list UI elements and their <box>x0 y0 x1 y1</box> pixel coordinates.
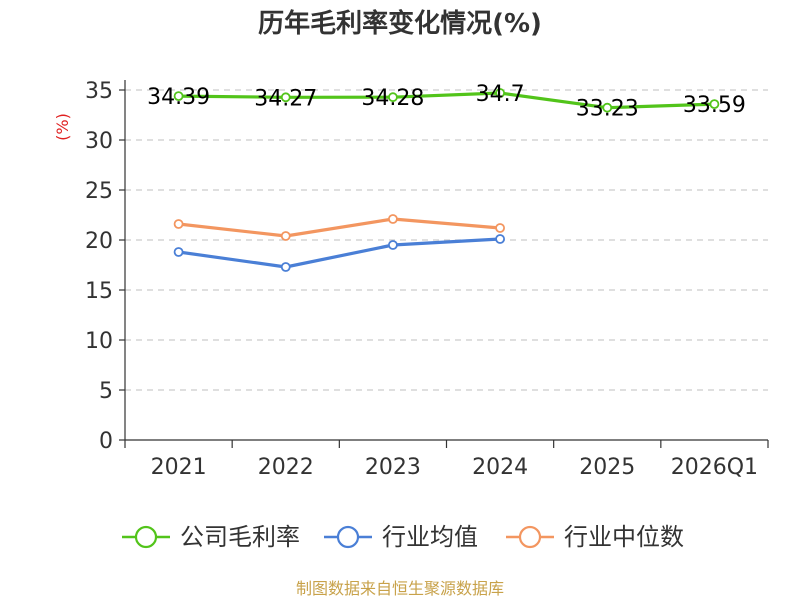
series-line-0 <box>178 91 715 110</box>
legend-marker[interactable] <box>518 525 542 549</box>
legend: 公司毛利率 行业均值 行业中位数 <box>122 523 684 551</box>
x-tick-label: 2023 <box>365 455 421 480</box>
x-tick-label: 2021 <box>151 455 207 480</box>
data-point[interactable] <box>280 92 291 103</box>
series-layer <box>173 88 720 272</box>
data-point[interactable] <box>495 223 505 233</box>
legend-label[interactable]: 行业中位数 <box>564 523 684 551</box>
y-tick-label: 25 <box>85 179 113 204</box>
x-tick-label: 2025 <box>579 455 635 480</box>
chart-title: 历年毛利率变化情况(%) <box>258 8 542 39</box>
y-tick-label: 10 <box>85 329 113 354</box>
data-label: 34.7 <box>476 82 525 107</box>
data-point[interactable] <box>602 102 613 113</box>
data-point[interactable] <box>280 231 291 241</box>
data-point[interactable] <box>173 91 184 101</box>
data-label: 34.39 <box>147 85 210 110</box>
series-line-2 <box>178 217 501 238</box>
x-tick-label: 2022 <box>258 455 314 480</box>
data-labels: 34.39 34.27 34.28 34.7 33.23 33.59 <box>147 82 746 122</box>
data-point[interactable] <box>388 214 398 224</box>
data-point[interactable] <box>388 240 398 250</box>
legend-label[interactable]: 行业均值 <box>382 523 478 551</box>
data-label: 33.23 <box>576 97 639 122</box>
source-footer: 制图数据来自恒生聚源数据库 <box>296 579 504 598</box>
data-label: 33.59 <box>683 93 746 118</box>
data-point[interactable] <box>280 262 291 272</box>
legend-marker[interactable] <box>134 525 158 549</box>
grid <box>125 89 768 391</box>
y-tick-label: 0 <box>99 429 113 454</box>
y-tick-label: 35 <box>85 79 113 104</box>
y-axis-label: (%) <box>53 113 72 141</box>
data-point[interactable] <box>709 99 720 109</box>
data-point[interactable] <box>173 219 184 229</box>
y-tick-label: 30 <box>85 129 113 154</box>
y-tick-label: 15 <box>85 279 113 304</box>
y-tick-label: 20 <box>85 229 113 254</box>
data-label: 34.27 <box>254 86 317 111</box>
data-point[interactable] <box>388 92 398 103</box>
series-line-1 <box>178 237 501 269</box>
x-tick-label: 2026Q1 <box>671 455 758 480</box>
data-point[interactable] <box>495 234 505 244</box>
legend-marker[interactable] <box>336 525 360 549</box>
data-point[interactable] <box>173 247 184 257</box>
legend-label[interactable]: 公司毛利率 <box>180 523 300 551</box>
data-point[interactable] <box>495 88 505 98</box>
data-label: 34.28 <box>361 86 424 111</box>
x-tick-label: 2024 <box>472 455 528 480</box>
y-tick-label: 5 <box>99 379 113 404</box>
